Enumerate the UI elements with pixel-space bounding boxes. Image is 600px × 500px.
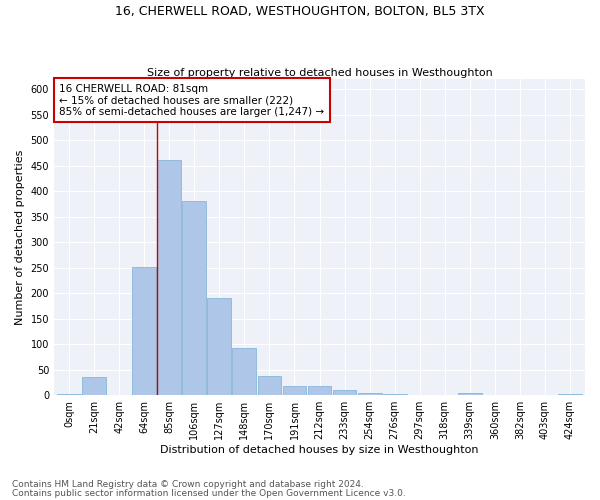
Bar: [257, 376, 281, 395]
Text: Contains HM Land Registry data © Crown copyright and database right 2024.: Contains HM Land Registry data © Crown c…: [12, 480, 364, 489]
Bar: [232, 348, 256, 395]
Bar: [308, 386, 331, 395]
Bar: [157, 160, 181, 395]
Y-axis label: Number of detached properties: Number of detached properties: [15, 150, 25, 324]
X-axis label: Distribution of detached houses by size in Westhoughton: Distribution of detached houses by size …: [160, 445, 479, 455]
Bar: [182, 202, 206, 395]
Bar: [82, 377, 106, 395]
Bar: [358, 393, 382, 395]
Bar: [383, 394, 407, 395]
Bar: [133, 266, 156, 395]
Bar: [458, 392, 482, 395]
Title: Size of property relative to detached houses in Westhoughton: Size of property relative to detached ho…: [146, 68, 493, 78]
Bar: [558, 394, 582, 395]
Text: Contains public sector information licensed under the Open Government Licence v3: Contains public sector information licen…: [12, 489, 406, 498]
Bar: [208, 298, 231, 395]
Text: 16, CHERWELL ROAD, WESTHOUGHTON, BOLTON, BL5 3TX: 16, CHERWELL ROAD, WESTHOUGHTON, BOLTON,…: [115, 5, 485, 18]
Bar: [57, 394, 81, 395]
Bar: [332, 390, 356, 395]
Text: 16 CHERWELL ROAD: 81sqm
← 15% of detached houses are smaller (222)
85% of semi-d: 16 CHERWELL ROAD: 81sqm ← 15% of detache…: [59, 84, 325, 116]
Bar: [283, 386, 307, 395]
